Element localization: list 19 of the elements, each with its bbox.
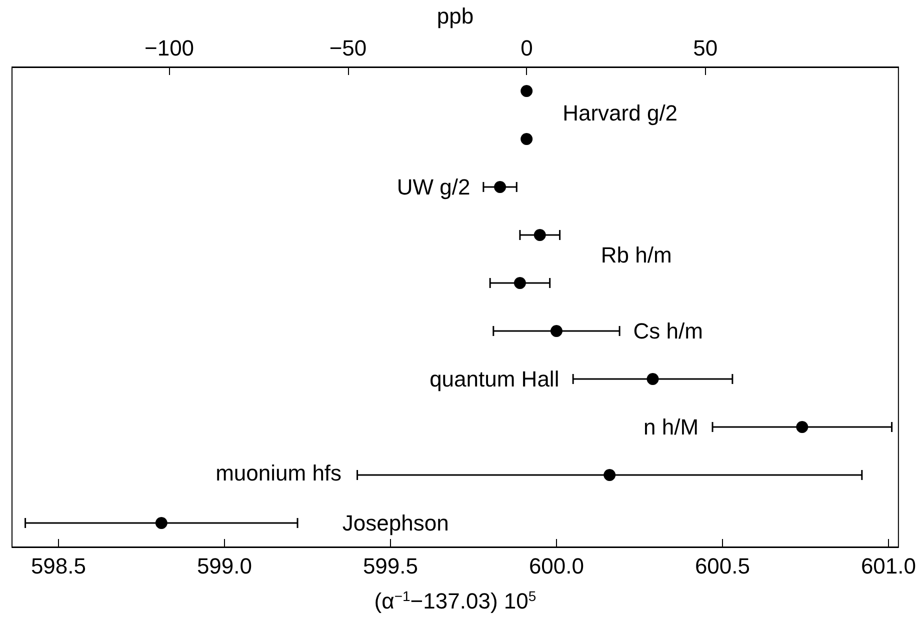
x-tick-label: 600.5 bbox=[694, 554, 750, 578]
y-tick-label: n h/M bbox=[644, 414, 699, 440]
x2-tick-label: −50 bbox=[329, 36, 367, 60]
y-tick-label: Cs h/m bbox=[633, 318, 703, 344]
x-tick-label: 599.0 bbox=[196, 554, 252, 578]
x-tick-label: 600.0 bbox=[528, 554, 584, 578]
x2-axis-title: ppb bbox=[436, 4, 474, 28]
x-tick-label: 599.5 bbox=[362, 554, 418, 578]
x2-tick-label: 0 bbox=[520, 36, 533, 60]
y-tick-label: Josephson bbox=[342, 510, 449, 536]
y-tick-label: Harvard g/2 bbox=[562, 100, 678, 126]
x2-tick-label: 50 bbox=[693, 36, 718, 60]
x-tick-label: 598.5 bbox=[30, 554, 86, 578]
x-tick-label: 601.0 bbox=[860, 554, 916, 578]
y-tick-label: muonium hfs bbox=[216, 460, 342, 486]
y-tick-label: quantum Hall bbox=[430, 366, 560, 392]
y-tick-label: Rb h/m bbox=[600, 242, 672, 268]
x2-tick-label: −100 bbox=[144, 36, 194, 60]
y-tick-label: UW g/2 bbox=[396, 174, 470, 200]
